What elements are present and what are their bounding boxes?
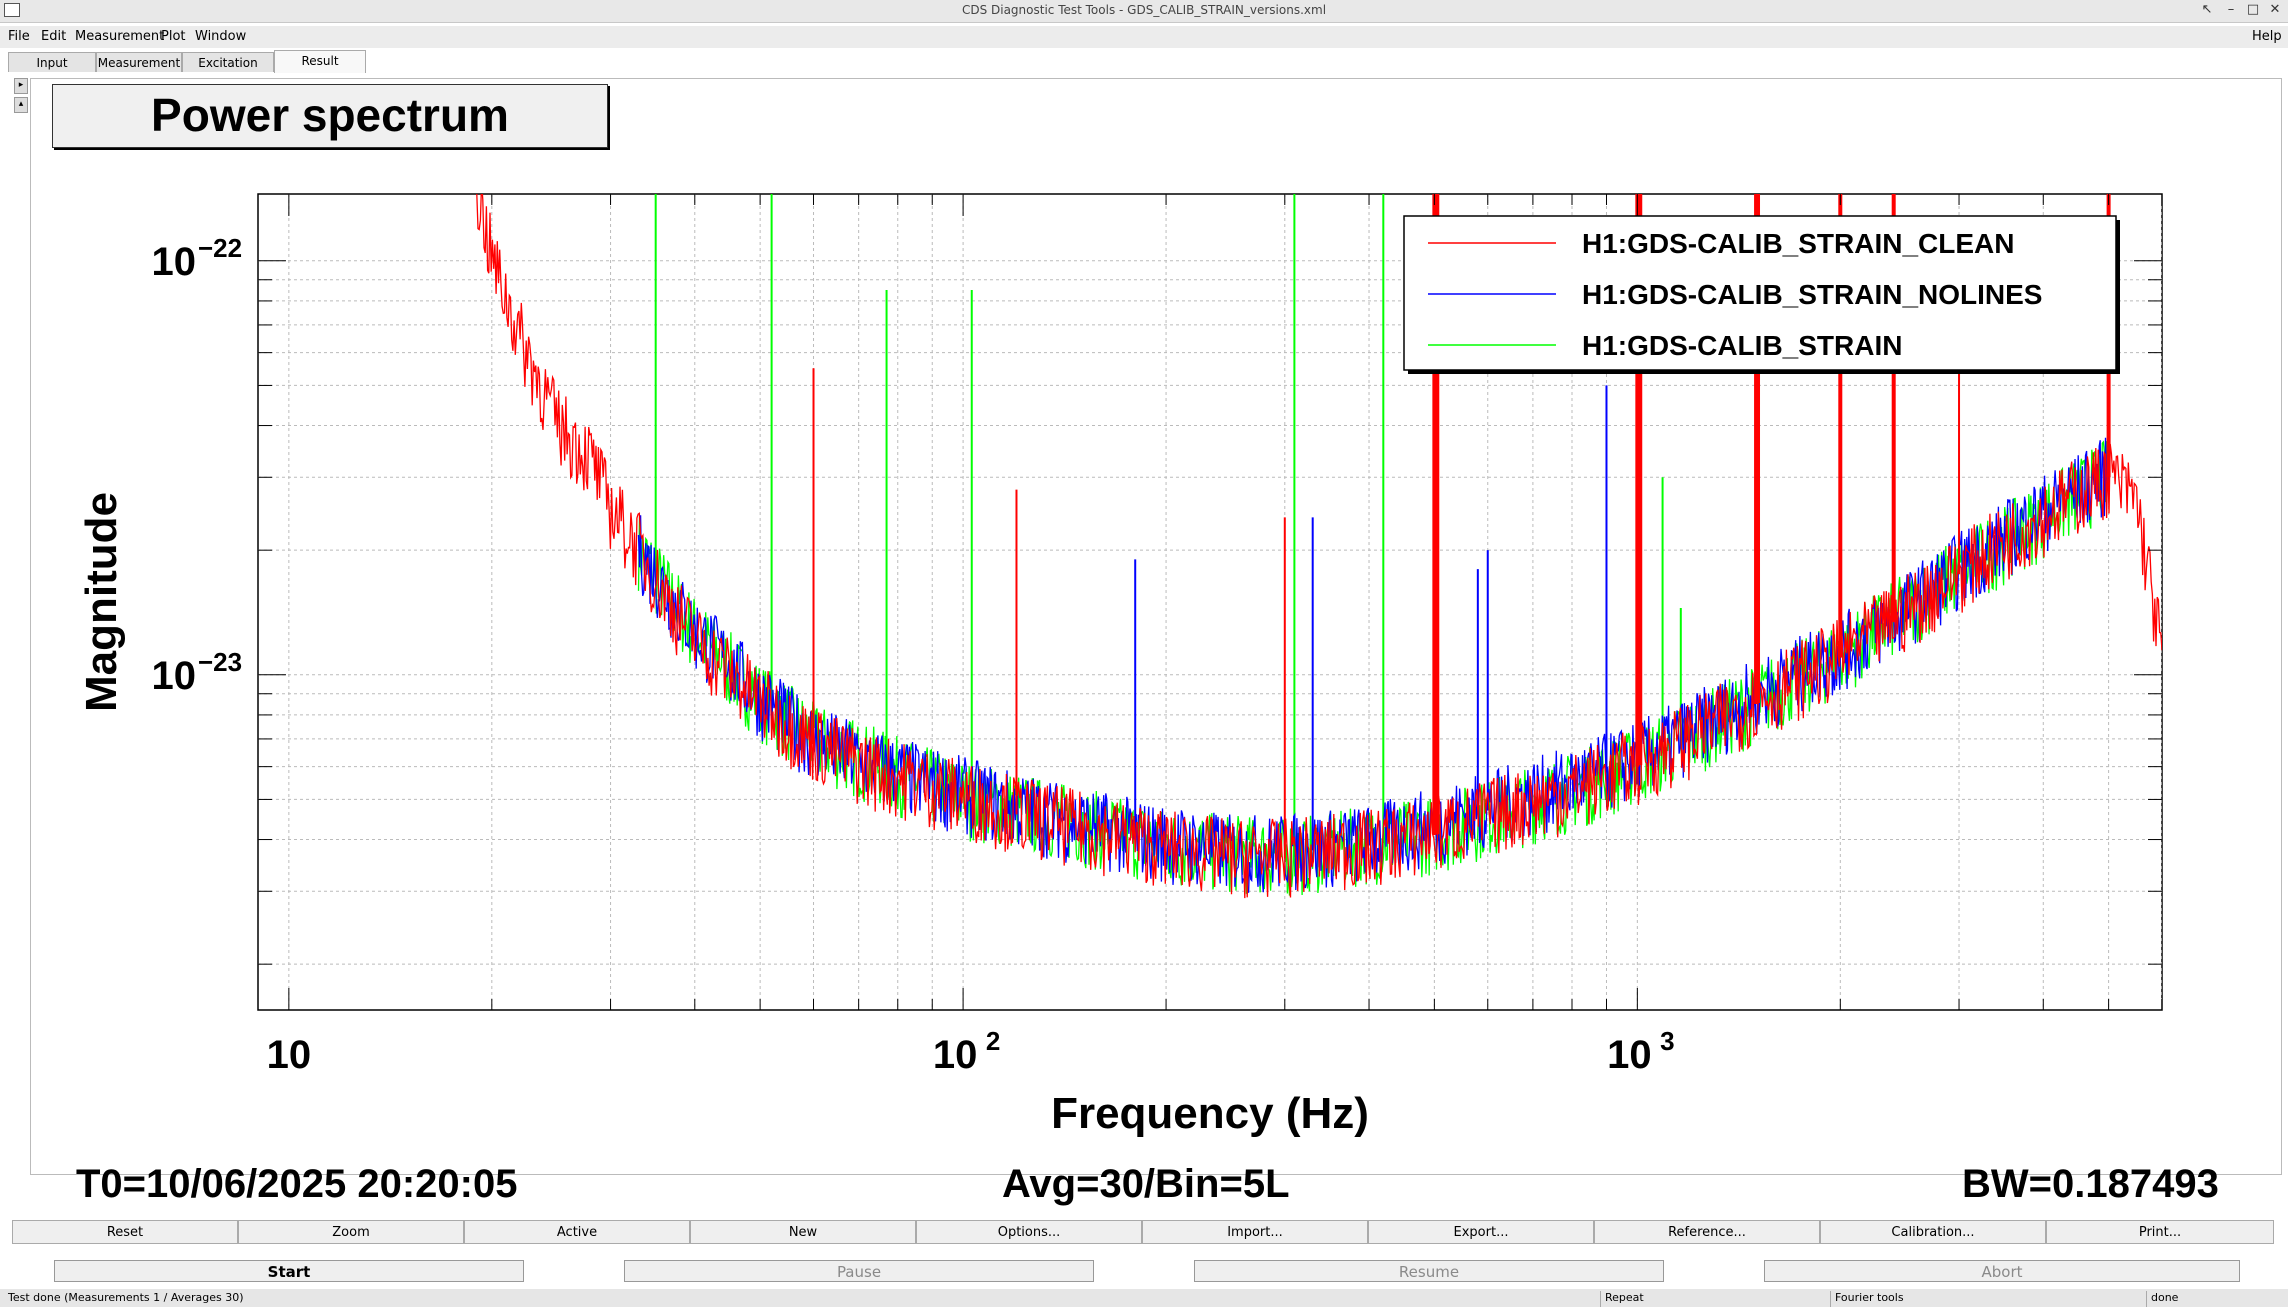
import-button[interactable]: Import... — [1142, 1220, 1368, 1244]
pause-button[interactable]: Pause — [624, 1260, 1094, 1282]
tab-input[interactable]: Input — [8, 52, 96, 72]
status-main: Test done (Measurements 1 / Averages 30) — [8, 1291, 244, 1304]
menu-arrow-icon[interactable]: ↖ — [2201, 2, 2213, 17]
calibration-button[interactable]: Calibration... — [1820, 1220, 2046, 1244]
series-line — [476, 194, 2162, 899]
legend-label: H1:GDS-CALIB_STRAIN — [1582, 330, 1902, 361]
tab-result[interactable]: Result — [274, 50, 366, 73]
menu-help[interactable]: Help — [2252, 29, 2282, 44]
menu-bar: File Edit Measurement Plot Window Help — [0, 26, 2288, 48]
y-tick-exponent: −23 — [198, 647, 242, 677]
abort-button[interactable]: Abort — [1764, 1260, 2240, 1282]
menu-plot[interactable]: Plot — [161, 29, 186, 44]
y-tick-label: 10 — [152, 654, 197, 698]
tab-bar: Input Measurement Excitation Result — [0, 50, 2288, 75]
y-axis-label: Magnitude — [77, 492, 126, 712]
active-button[interactable]: Active — [464, 1220, 690, 1244]
resume-button[interactable]: Resume — [1194, 1260, 1664, 1282]
app-icon — [4, 3, 20, 17]
status-bar: Test done (Measurements 1 / Averages 30)… — [0, 1289, 2288, 1307]
y-tick-label: 10 — [152, 240, 197, 284]
start-time-label: T0=10/06/2025 20:20:05 — [76, 1162, 518, 1206]
y-tick-exponent: −22 — [198, 233, 242, 263]
x-tick-exponent: 3 — [1660, 1026, 1674, 1056]
menu-file[interactable]: File — [8, 29, 30, 44]
pad-selector: ▸ ▴ — [14, 78, 28, 113]
zoom-button[interactable]: Zoom — [238, 1220, 464, 1244]
print-button[interactable]: Print... — [2046, 1220, 2274, 1244]
start-button[interactable]: Start — [54, 1260, 524, 1282]
x-axis-label: Frequency (Hz) — [1051, 1089, 1369, 1138]
status-state: done — [2146, 1291, 2178, 1307]
menu-measurement[interactable]: Measurement — [75, 29, 165, 44]
reference-button[interactable]: Reference... — [1594, 1220, 1820, 1244]
expand-up-icon[interactable]: ▴ — [14, 97, 28, 113]
legend-label: H1:GDS-CALIB_STRAIN_NOLINES — [1582, 279, 2042, 310]
tab-measurement[interactable]: Measurement — [96, 52, 182, 72]
close-icon[interactable]: ✕ — [2269, 2, 2281, 17]
x-tick-label: 10 — [1607, 1033, 1652, 1077]
measurement-control-row: Start Pause Resume Abort — [0, 1260, 2288, 1284]
menu-edit[interactable]: Edit — [41, 29, 67, 44]
options-button[interactable]: Options... — [916, 1220, 1142, 1244]
export-button[interactable]: Export... — [1368, 1220, 1594, 1244]
x-tick-label: 10 — [267, 1033, 312, 1077]
menu-window[interactable]: Window — [195, 29, 247, 44]
new-button[interactable]: New — [690, 1220, 916, 1244]
window-title: CDS Diagnostic Test Tools - GDS_CALIB_ST… — [961, 3, 1327, 17]
legend-label: H1:GDS-CALIB_STRAIN_CLEAN — [1582, 228, 2014, 259]
x-tick-label: 10 — [933, 1033, 978, 1077]
status-tool: Fourier tools — [1830, 1291, 1904, 1307]
plot-button-row: Reset Zoom Active New Options... Import.… — [12, 1220, 2274, 1244]
maximize-icon[interactable]: □ — [2246, 2, 2260, 17]
status-repeat: Repeat — [1600, 1291, 1644, 1307]
averages-label: Avg=30/Bin=5L — [1002, 1162, 1290, 1206]
tab-excitation[interactable]: Excitation — [182, 52, 274, 72]
expand-right-icon[interactable]: ▸ — [14, 78, 28, 94]
reset-button[interactable]: Reset — [12, 1220, 238, 1244]
plot-title: Power spectrum — [52, 84, 608, 148]
x-tick-exponent: 2 — [986, 1026, 1000, 1056]
minimize-icon[interactable]: – — [2227, 2, 2235, 17]
bandwidth-label: BW=0.187493 — [1962, 1162, 2219, 1206]
title-bar: CDS Diagnostic Test Tools - GDS_CALIB_ST… — [0, 0, 2288, 23]
